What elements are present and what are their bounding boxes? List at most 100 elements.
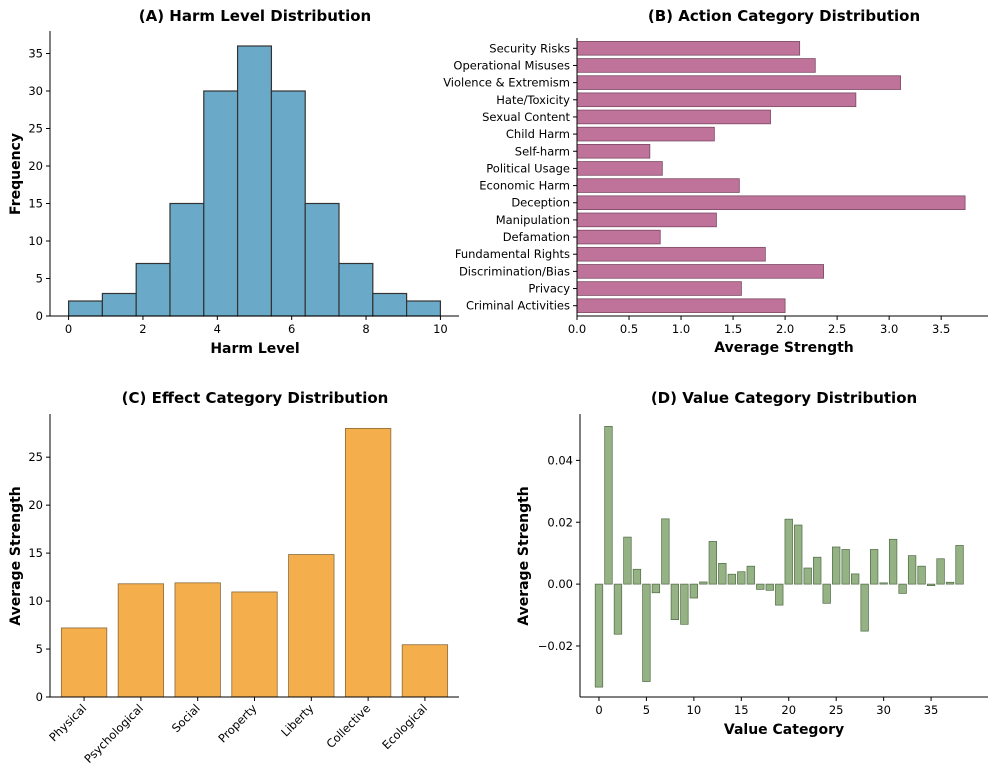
value-bar bbox=[718, 563, 727, 585]
action-bar bbox=[576, 75, 901, 90]
value-bar bbox=[784, 518, 793, 585]
value-bar bbox=[860, 583, 869, 632]
value-bar bbox=[907, 555, 917, 585]
histogram-bar bbox=[67, 300, 103, 317]
value-bar bbox=[604, 426, 613, 585]
histogram-bar bbox=[338, 262, 374, 317]
x-tick-label: 0 bbox=[65, 322, 72, 336]
y-tick-label: 15 bbox=[28, 197, 43, 211]
value-bar bbox=[651, 583, 661, 594]
x-tick-label: 2.0 bbox=[776, 322, 794, 336]
histogram-bar bbox=[270, 90, 306, 317]
y-tick-label: 25 bbox=[28, 450, 43, 464]
value-bar bbox=[661, 518, 670, 585]
category-label: Defamation bbox=[503, 230, 570, 244]
action-bar bbox=[576, 126, 715, 142]
action-bar bbox=[576, 264, 825, 279]
value-bar bbox=[756, 583, 765, 590]
y-tick-label: 0 bbox=[36, 690, 43, 704]
x-tick-label: 5 bbox=[643, 703, 650, 717]
histogram-bar bbox=[304, 202, 340, 317]
histogram-bar bbox=[406, 300, 442, 317]
action-bar bbox=[576, 58, 816, 73]
value-bar bbox=[727, 573, 736, 585]
histogram-bar bbox=[101, 292, 137, 317]
panel-a-bars bbox=[67, 45, 442, 317]
action-bar bbox=[576, 229, 661, 245]
value-bar bbox=[851, 573, 860, 585]
value-bar bbox=[594, 583, 604, 688]
value-bar bbox=[841, 549, 850, 585]
histogram-bar bbox=[169, 202, 205, 317]
y-tick-label: 0 bbox=[36, 309, 43, 323]
panel-a-title: (A) Harm Level Distribution bbox=[139, 7, 371, 25]
category-label: Security Risks bbox=[489, 41, 570, 55]
category-label: Violence & Extremism bbox=[443, 76, 570, 90]
value-bar bbox=[613, 583, 623, 635]
panel-d-xlabel: Value Category bbox=[724, 722, 844, 738]
x-tick-label: 10 bbox=[687, 703, 702, 717]
effect-bar bbox=[344, 427, 392, 698]
y-tick-label: 35 bbox=[28, 47, 43, 61]
x-tick-label: 15 bbox=[734, 703, 749, 717]
category-label: Deception bbox=[511, 196, 570, 210]
action-bar bbox=[576, 109, 771, 125]
value-bar bbox=[822, 583, 831, 604]
histogram-bar bbox=[372, 292, 408, 317]
x-tick-label: 0.5 bbox=[620, 322, 638, 336]
value-bar bbox=[680, 583, 689, 625]
panel-c-title: (C) Effect Category Distribution bbox=[122, 389, 389, 407]
x-tick-label: 2.5 bbox=[828, 322, 846, 336]
value-bar bbox=[803, 567, 812, 585]
y-tick-label: 0.02 bbox=[547, 515, 573, 529]
x-tick-label: 2 bbox=[139, 322, 146, 336]
x-tick-label: 4 bbox=[214, 322, 221, 336]
y-tick-label: 0.04 bbox=[547, 453, 573, 467]
effect-bar bbox=[231, 591, 278, 698]
x-tick-label: 20 bbox=[781, 703, 796, 717]
value-bar bbox=[670, 583, 680, 621]
y-tick-label: 10 bbox=[28, 594, 43, 608]
value-bar bbox=[955, 545, 964, 585]
action-bar bbox=[576, 143, 651, 159]
panel-c-ylabel: Average Strength bbox=[8, 486, 24, 626]
panel-d-title: (D) Value Category Distribution bbox=[651, 389, 917, 407]
value-bar bbox=[765, 583, 774, 591]
panel-d-ylabel: Average Strength bbox=[516, 486, 532, 626]
category-label: Sexual Content bbox=[482, 110, 570, 124]
y-tick-label: 0.00 bbox=[547, 577, 573, 591]
effect-bar bbox=[60, 627, 108, 698]
category-label: Political Usage bbox=[486, 161, 570, 175]
x-tick-label: 0.0 bbox=[568, 322, 586, 336]
x-tick-label: 0 bbox=[595, 703, 602, 717]
y-tick-label: 30 bbox=[28, 84, 43, 98]
y-tick-label: 5 bbox=[36, 642, 43, 656]
category-label: Manipulation bbox=[496, 213, 570, 227]
panel-a-ylabel: Frequency bbox=[8, 133, 24, 215]
value-bar bbox=[794, 524, 803, 585]
action-bar bbox=[576, 281, 742, 296]
action-bar bbox=[576, 92, 857, 108]
value-bar bbox=[632, 568, 642, 585]
category-label: Privacy bbox=[528, 282, 570, 296]
category-label: Child Harm bbox=[506, 127, 570, 141]
category-label: Fundamental Rights bbox=[455, 247, 570, 261]
value-bar bbox=[926, 583, 936, 587]
value-bar bbox=[813, 556, 822, 585]
value-bar bbox=[746, 565, 755, 585]
panel-d-bars bbox=[594, 426, 964, 688]
value-bar bbox=[936, 558, 945, 585]
category-label: Discrimination/Bias bbox=[459, 264, 570, 278]
action-bar bbox=[576, 41, 801, 56]
panel-b-bars bbox=[576, 41, 966, 313]
panel-a: (A) Harm Level Distribution Harm Level F… bbox=[8, 7, 459, 357]
effect-bar bbox=[117, 583, 165, 698]
panel-d-axes: 0 5 10 15 20 25 30 35 −0.02 0.00 0.02 0.04 bbox=[538, 414, 988, 717]
histogram-bar bbox=[135, 262, 171, 317]
x-tick-label: 3.0 bbox=[880, 322, 898, 336]
category-label: Operational Misuses bbox=[453, 58, 570, 72]
value-bar bbox=[642, 583, 651, 682]
x-tick-label: 8 bbox=[362, 322, 369, 336]
value-bar bbox=[689, 583, 699, 599]
